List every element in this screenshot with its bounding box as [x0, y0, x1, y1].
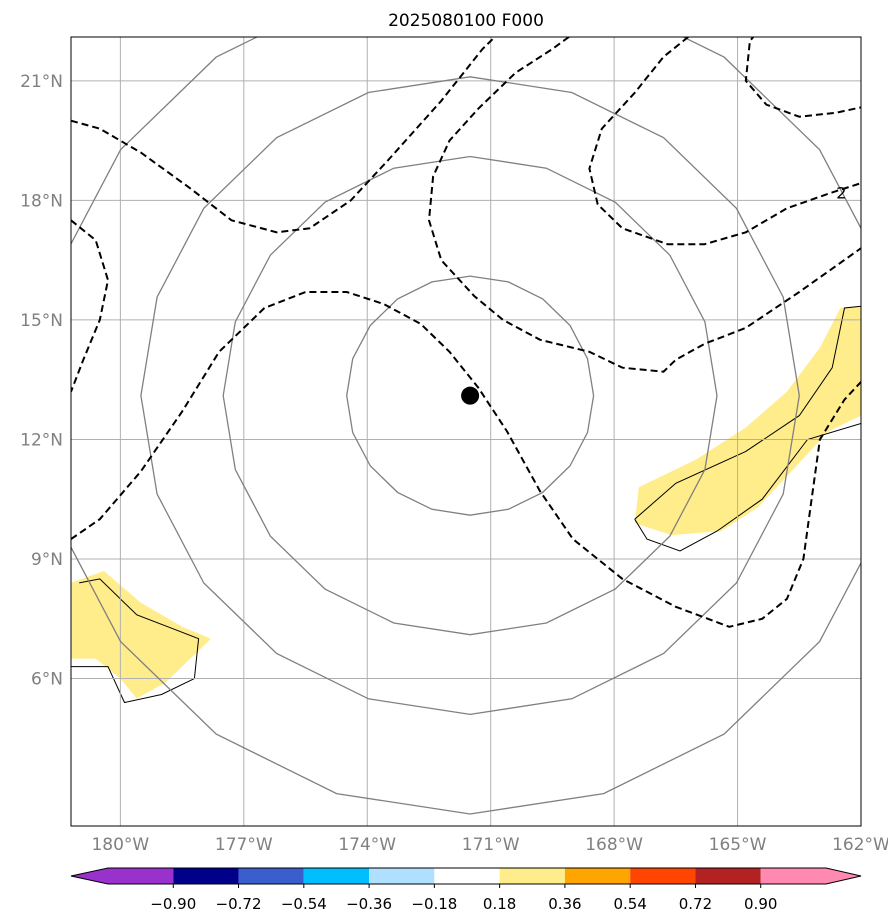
y-tick-label-0: 6°N — [31, 670, 63, 690]
x-tick-label-3: 171°W — [462, 835, 520, 855]
y-tick-label-5: 21°N — [20, 72, 63, 92]
colorbar-tick-label-2: −0.54 — [281, 895, 327, 913]
contour-label-3: 2 — [836, 183, 846, 202]
x-tick-label-5: 165°W — [709, 835, 767, 855]
coastline-1 — [634, 305, 861, 520]
chart-title: 2025080100 F000 — [388, 11, 544, 31]
y-tick-label-2: 12°N — [20, 430, 63, 450]
dashed-contours: 2 — [71, 37, 861, 628]
y-tick-labels: 6°N 9°N 12°N 15°N 18°N 21°N — [20, 72, 63, 690]
colorbar-tick-label-3: −0.36 — [346, 895, 392, 913]
colorbar-segment-0 — [108, 868, 174, 884]
x-tick-label-4: 168°W — [585, 835, 643, 855]
x-tick-labels: 180°W 177°W 174°W 171°W 168°W 165°W 162°W — [91, 835, 888, 855]
colorbar-segment-3 — [303, 868, 370, 884]
range-ring-2 — [140, 76, 800, 716]
colorbar-tick-label-9: 0.90 — [744, 895, 777, 913]
map-frame — [70, 36, 862, 827]
x-tick-label-0: 180°W — [91, 835, 149, 855]
colorbar-tick-label-7: 0.54 — [613, 895, 646, 913]
map-area: 2 — [71, 37, 861, 826]
range-ring-0 — [346, 275, 595, 516]
colorbar-segment-6 — [499, 868, 565, 884]
x-tick-label-6: 162°W — [832, 835, 888, 855]
colorbar-outline — [70, 867, 862, 885]
colorbar-tick-label-8: 0.72 — [679, 895, 712, 913]
storm-center — [461, 386, 480, 405]
gridlines — [71, 37, 861, 826]
colorbar-segment-8 — [630, 868, 696, 884]
coastline-3 — [218, 37, 222, 38]
colorbar-tick-label-5: 0.18 — [483, 895, 516, 913]
dashed-contour-5 — [71, 219, 110, 393]
y-tick-label-4: 18°N — [20, 191, 63, 211]
shaded-region-0 — [634, 305, 861, 536]
dashed-contour-2 — [427, 37, 861, 373]
colorbar-segment-2 — [238, 868, 304, 884]
dashed-contour-3 — [588, 37, 861, 246]
colorbar-segment-9 — [695, 868, 761, 884]
colorbar-tick-label-0: −0.90 — [150, 895, 196, 913]
colorbar-segment-4 — [369, 868, 435, 884]
colorbar-tick-label-1: −0.72 — [216, 895, 262, 913]
colorbar-segment-10 — [760, 868, 826, 884]
x-tick-label-2: 174°W — [338, 835, 396, 855]
map-background — [71, 37, 861, 826]
colorbar-segment-5 — [434, 868, 500, 884]
dashed-contour-1 — [71, 291, 861, 628]
dashed-contour-4 — [744, 37, 861, 118]
colorbar: −0.90 −0.72 −0.54 −0.36 −0.18 0.18 0.36 0.54 0.7… — [70, 867, 862, 913]
colorbar-extend-min — [71, 868, 108, 884]
x-tick-label-1: 177°W — [215, 835, 273, 855]
colorbar-tick-label-4: −0.18 — [411, 895, 457, 913]
storm-center-dot — [461, 386, 480, 405]
dashed-contour-0 — [71, 37, 496, 234]
colorbar-segment-7 — [564, 868, 631, 884]
range-ring-1 — [222, 155, 718, 636]
y-tick-label-1: 9°N — [31, 550, 63, 570]
colorbar-extend-max — [826, 868, 861, 884]
coastline-0 — [634, 422, 861, 552]
y-tick-label-3: 15°N — [20, 311, 63, 331]
colorbar-segment-1 — [173, 868, 239, 884]
colorbar-tick-label-6: 0.36 — [548, 895, 581, 913]
